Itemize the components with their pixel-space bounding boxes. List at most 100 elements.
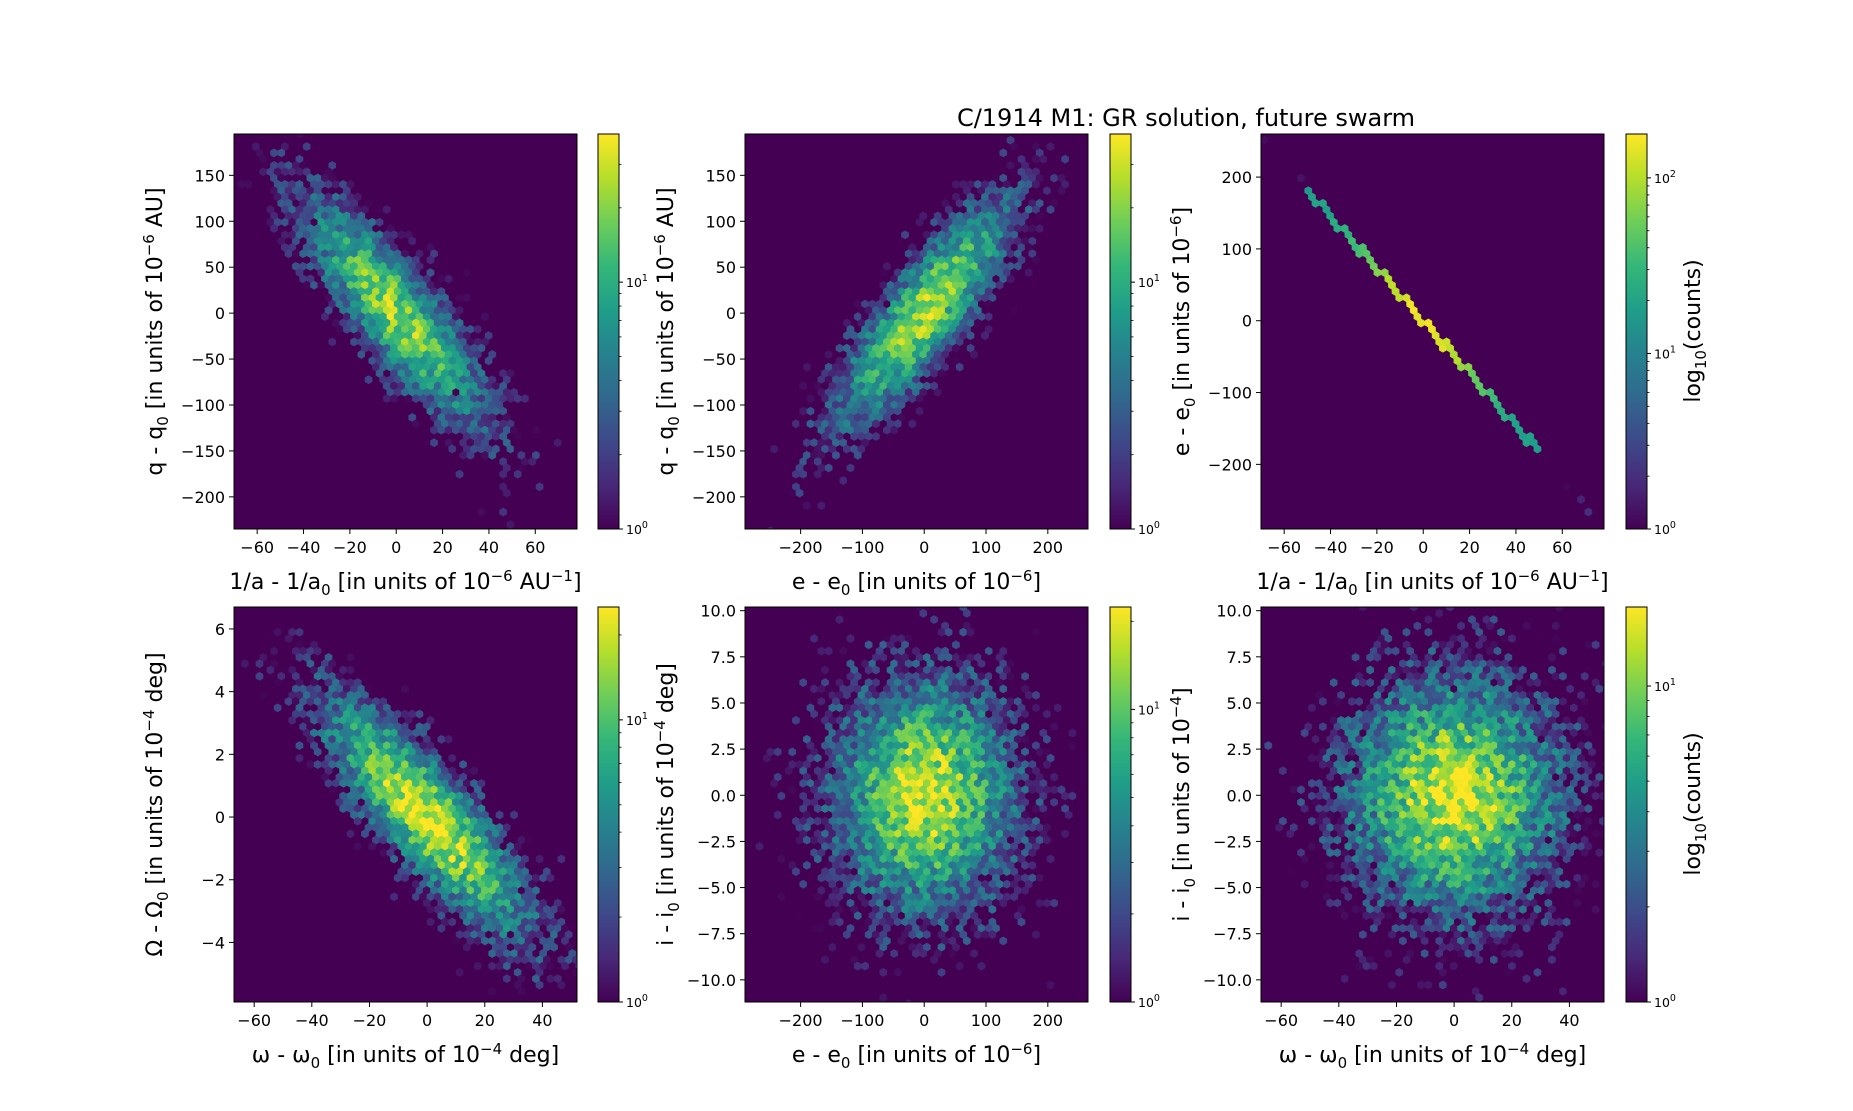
- colorbar-tick-label: 100: [1654, 520, 1676, 537]
- y-tick-label: −200: [692, 488, 736, 507]
- hexbin: [1508, 634, 1516, 643]
- hexbin: [1326, 848, 1334, 858]
- hexbin: [437, 734, 446, 744]
- colorbar: [1625, 133, 1648, 530]
- hexbin: [1061, 791, 1069, 801]
- hexbin: [803, 501, 811, 511]
- hexbin: [463, 268, 471, 278]
- y-tick-label: 100: [194, 212, 225, 231]
- hexbin: [1057, 186, 1066, 196]
- hexbin: [361, 829, 369, 839]
- y-tick-label: 100: [705, 212, 736, 231]
- hexbin: [306, 697, 315, 706]
- panel-1: −60 −40 −20 0 20 40 60−200−150−100−50050100150…: [140, 133, 648, 599]
- hexbin: [1580, 823, 1589, 832]
- hexbin: [455, 469, 464, 479]
- hexbin: [259, 167, 267, 177]
- hexbin: [1591, 640, 1600, 650]
- hexbin: [810, 835, 818, 845]
- hexbin: [350, 337, 358, 347]
- hexbin: [437, 923, 446, 933]
- hexbin: [539, 873, 547, 883]
- hexbin: [817, 923, 826, 933]
- hexbin: [524, 835, 533, 845]
- plot-frame: [744, 133, 1089, 530]
- hexbin: [444, 274, 453, 284]
- x-tick-label: −40: [287, 538, 321, 557]
- hexbin: [448, 904, 457, 914]
- hexbin: [273, 678, 282, 688]
- hexbin: [773, 747, 782, 757]
- hexbin: [1010, 305, 1018, 315]
- hexbin: [904, 999, 913, 1002]
- hexbin: [353, 841, 362, 851]
- hexbin: [890, 949, 898, 958]
- hexbin: [426, 917, 435, 927]
- hexbin: [919, 608, 928, 618]
- hexbin: [777, 791, 786, 801]
- x-tick-label: −200: [779, 538, 823, 557]
- y-tick-label: −150: [692, 442, 736, 461]
- hexbin: [1021, 860, 1029, 870]
- x-tick-label: 20: [432, 538, 452, 557]
- x-tick-label: −100: [840, 538, 884, 557]
- hexbin: [1618, 735, 1625, 743]
- hexbin: [481, 312, 489, 322]
- x-tick-label: 0: [1418, 538, 1428, 557]
- plot-frame: [233, 606, 578, 1003]
- hexbin: [883, 425, 891, 435]
- colorbar-tick-label: 101: [1138, 700, 1160, 717]
- hexbin: [1068, 741, 1077, 751]
- hexbin: [488, 949, 497, 958]
- hexbin: [379, 835, 387, 845]
- hexbin: [459, 450, 467, 460]
- hexbin: [1046, 142, 1055, 152]
- hexbin: [1289, 785, 1298, 795]
- hexbin: [1035, 211, 1044, 221]
- hexbin: [792, 715, 800, 725]
- hexbin: [864, 665, 873, 675]
- hexbin: [937, 627, 946, 637]
- hexbin: [561, 961, 569, 971]
- hexbin: [763, 753, 771, 763]
- hexbin: [923, 930, 931, 940]
- hexbin: [948, 949, 957, 958]
- hexbin: [853, 911, 862, 921]
- hexbin: [513, 394, 522, 404]
- hexbin: [437, 425, 446, 435]
- hexbin: [270, 646, 278, 656]
- panel-2: −200 −100 0 100 200−200−150−100−50050100150e…: [651, 133, 1160, 599]
- hexbin: [872, 419, 880, 429]
- hexbin: [803, 438, 811, 448]
- hexbin: [1006, 249, 1015, 259]
- x-tick-label: 100: [971, 538, 1002, 557]
- y-tick-label: −100: [1208, 384, 1252, 403]
- hexbin: [1035, 224, 1044, 233]
- hexbin: [861, 898, 869, 908]
- plot-frame: [744, 606, 1089, 1003]
- hexbin: [1333, 848, 1342, 858]
- hexbin: [1021, 671, 1029, 681]
- hexbin: [770, 444, 778, 454]
- colorbar-tick-label: 102: [1654, 169, 1676, 186]
- hexbin: [879, 993, 888, 1002]
- colorbar-tick-label: 100: [626, 993, 648, 1010]
- hexbin: [930, 615, 938, 625]
- x-axis-label: 1/a - 1/a0 [in units of 10−6 AU−1]: [229, 567, 581, 599]
- hexbin: [835, 615, 844, 625]
- hexbin: [506, 444, 515, 454]
- hexbin: [930, 955, 938, 965]
- hexbin: [1391, 646, 1400, 656]
- hexbin: [792, 469, 800, 479]
- hexbin: [481, 450, 489, 460]
- hexbin: [259, 690, 267, 700]
- hexbin: [1515, 671, 1524, 681]
- hexbin: [1607, 842, 1614, 850]
- hexbin: [813, 804, 822, 814]
- hexbin: [1584, 640, 1593, 650]
- hexbin: [284, 634, 293, 643]
- hexbin: [1261, 135, 1269, 145]
- colorbar-tick-label: 101: [626, 273, 648, 290]
- y-tick-label: −5.0: [697, 879, 736, 898]
- hexbin: [1614, 767, 1621, 775]
